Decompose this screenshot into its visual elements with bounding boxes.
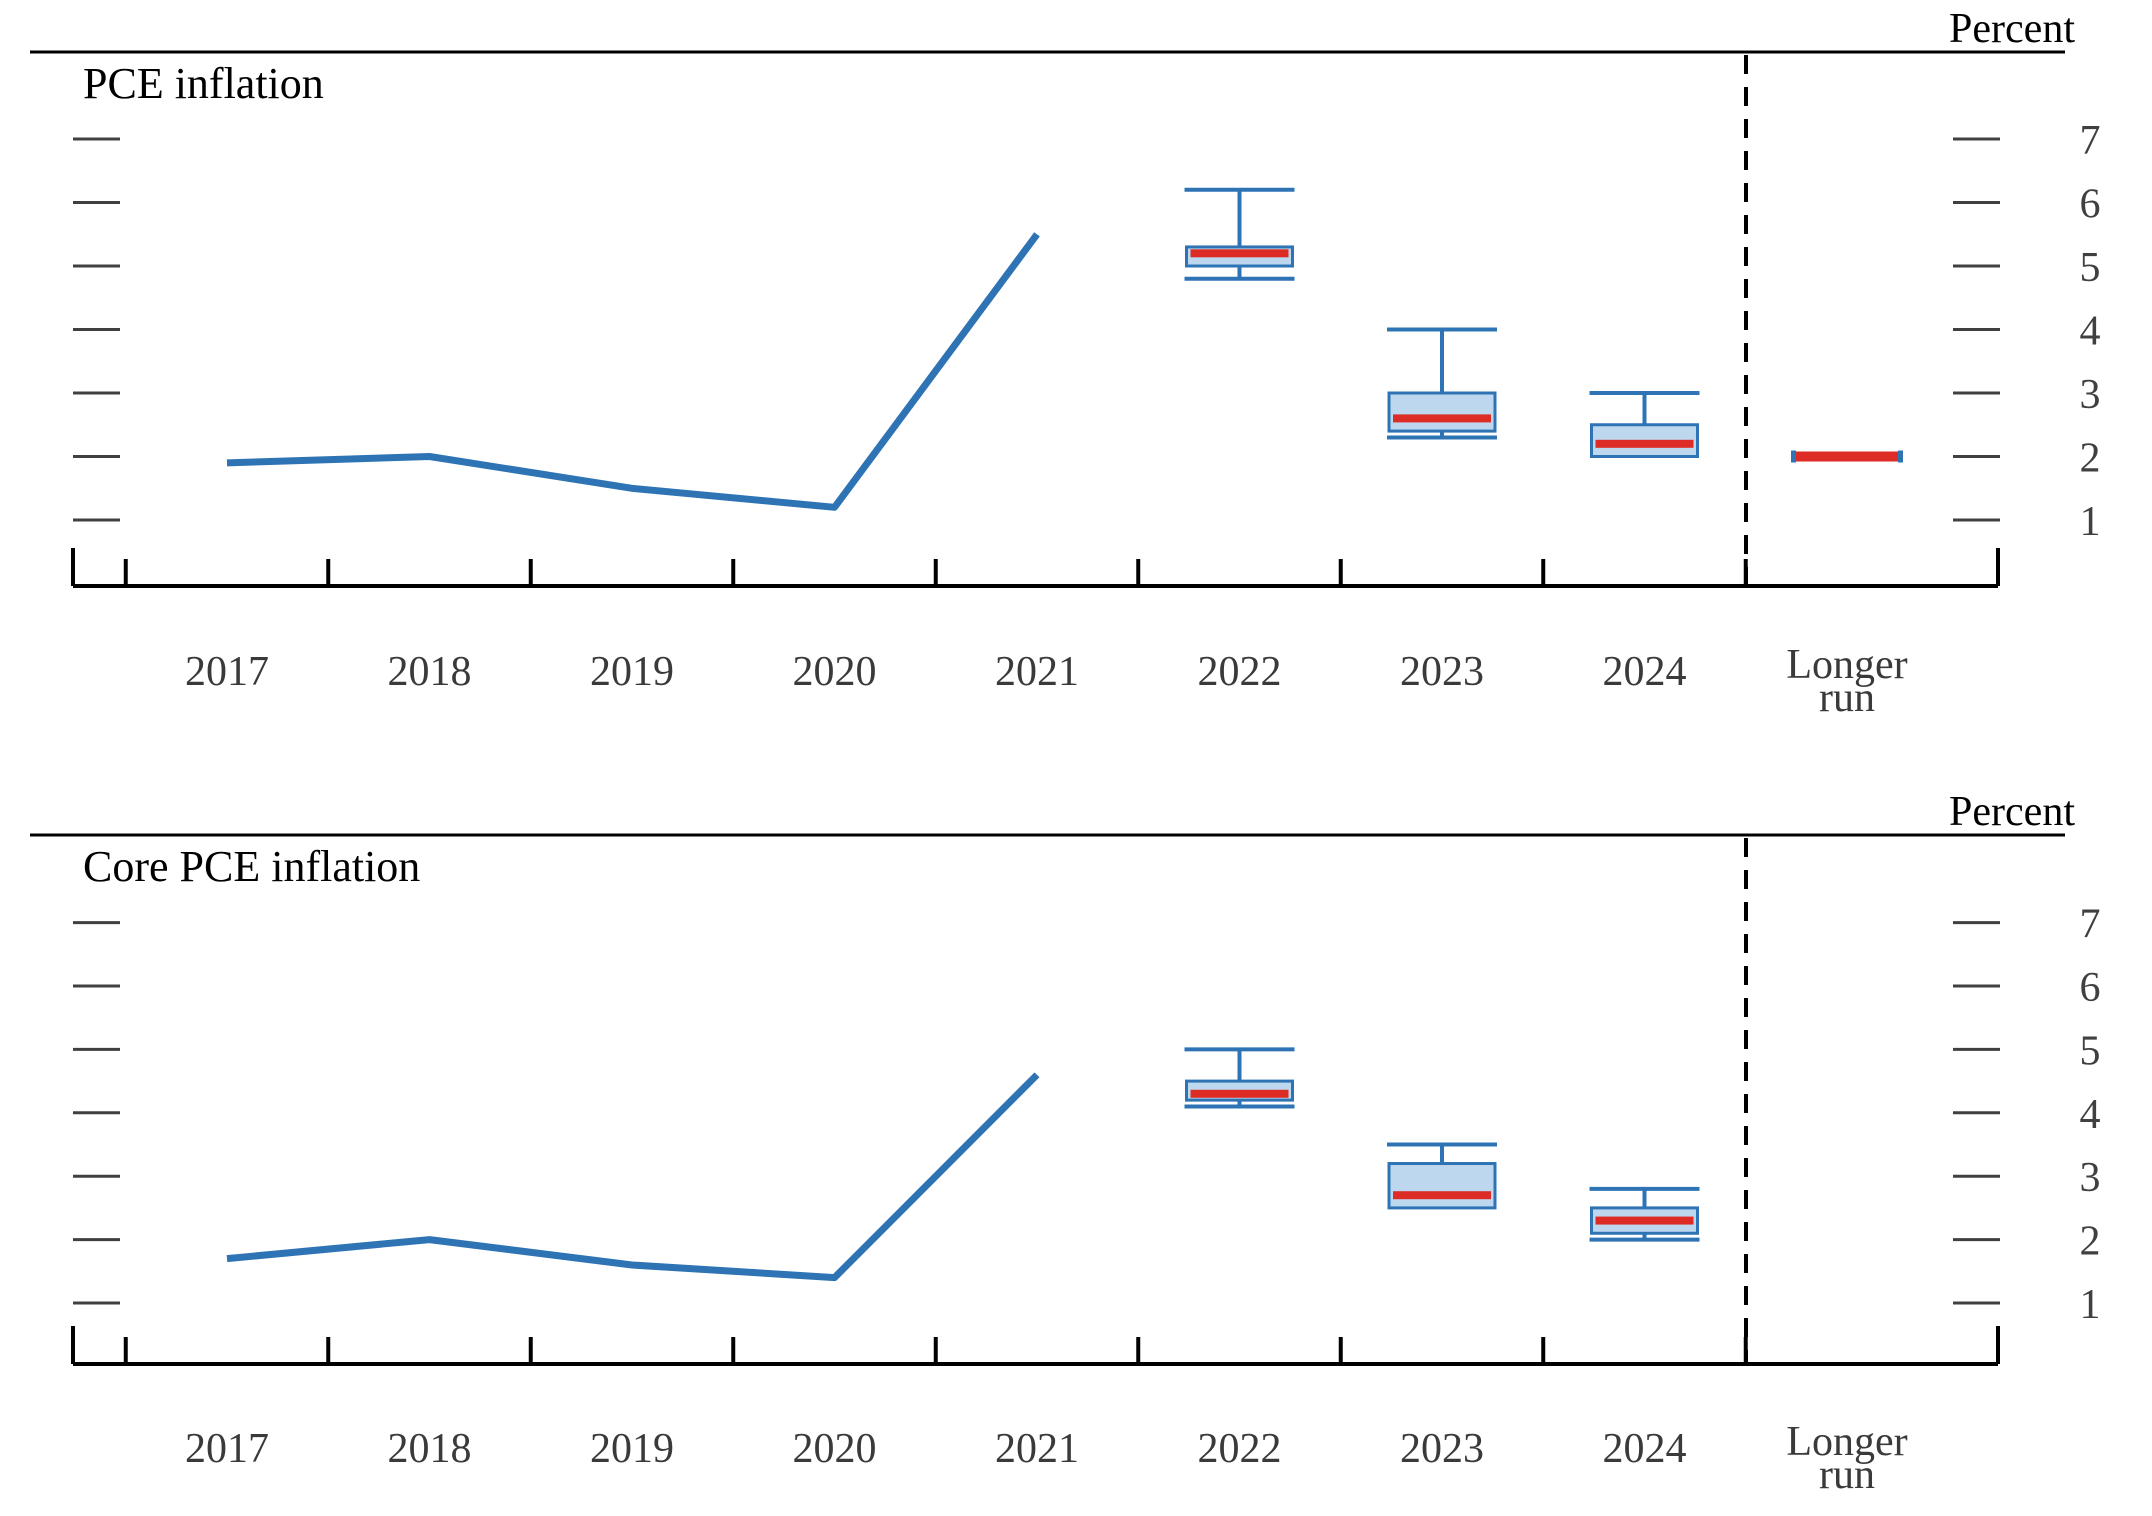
longer-run-median-bar bbox=[1796, 451, 1898, 462]
median-bar bbox=[1393, 1191, 1491, 1200]
core-pce-inflation-chart-title: Core PCE inflation bbox=[83, 842, 421, 891]
projection-box-2024 bbox=[1589, 1186, 1700, 1242]
median-bar bbox=[1190, 1089, 1289, 1098]
core-pce-inflation-panel: 7 6 5 4 3 2 1 2017 2018 2019 2020 2021 2022 2023 2024 L… bbox=[30, 833, 2101, 1498]
right-axis-tick-label: 5 bbox=[2080, 1028, 2101, 1074]
right-axis-tick-label: 2 bbox=[2080, 436, 2101, 482]
central-tendency-box bbox=[1387, 391, 1497, 433]
category-label-year: 2022 bbox=[1198, 649, 1282, 695]
right-axis-tick-label: 6 bbox=[2080, 182, 2101, 228]
right-axis-tick-label: 2 bbox=[2080, 1219, 2101, 1265]
category-label-year: 2021 bbox=[995, 649, 1079, 695]
median-bar bbox=[1190, 249, 1289, 258]
central-tendency-box bbox=[1387, 1162, 1497, 1210]
right-axis-tick-label: 5 bbox=[2080, 245, 2101, 291]
category-label-year: 2018 bbox=[388, 1426, 472, 1472]
history-line bbox=[226, 1072, 1040, 1282]
right-axis-tick-label: 3 bbox=[2080, 372, 2101, 418]
right-axis-tick-label: 6 bbox=[2080, 965, 2101, 1011]
pce-inflation-panel: 7 6 5 4 3 2 1 2017 2018 2019 2020 2021 2022 2023 2024 L… bbox=[30, 50, 2101, 721]
category-label-longer-run: run bbox=[1819, 675, 1875, 721]
longer-run-median bbox=[1791, 450, 1903, 463]
category-label-year: 2020 bbox=[793, 1426, 877, 1472]
category-label-longer-run: Longer bbox=[1786, 1419, 1907, 1465]
projection-box-2024 bbox=[1589, 391, 1700, 458]
projection-box-2023 bbox=[1387, 1142, 1497, 1210]
right-axis-tick-label: 1 bbox=[2080, 499, 2101, 545]
category-label-year: 2024 bbox=[1603, 649, 1687, 695]
projection-box-2022 bbox=[1184, 187, 1295, 281]
right-axis-tick-label: 3 bbox=[2080, 1155, 2101, 1201]
category-label-year: 2022 bbox=[1198, 1426, 1282, 1472]
median-bar bbox=[1393, 414, 1491, 423]
category-label-year: 2019 bbox=[590, 649, 674, 695]
percent-axis-label-top: Percent bbox=[1949, 6, 2075, 52]
category-label-year: 2020 bbox=[793, 649, 877, 695]
projection-box-2023 bbox=[1387, 327, 1497, 440]
projection-box-2022 bbox=[1184, 1047, 1295, 1109]
category-label-year: 2024 bbox=[1603, 1426, 1687, 1472]
category-label-year: 2023 bbox=[1400, 1426, 1484, 1472]
pce-inflation-chart-title: PCE inflation bbox=[83, 59, 324, 108]
median-bar bbox=[1595, 439, 1694, 448]
category-label-year: 2017 bbox=[185, 1426, 269, 1472]
history-line bbox=[226, 232, 1040, 511]
right-axis-tick-label: 7 bbox=[2080, 118, 2101, 164]
longer-run-end-cap bbox=[1791, 450, 1796, 463]
longer-run-end-cap bbox=[1898, 450, 1903, 463]
right-axis-tick-label: 4 bbox=[2080, 1092, 2101, 1138]
category-label-year: 2023 bbox=[1400, 649, 1484, 695]
right-axis-tick-label: 1 bbox=[2080, 1282, 2101, 1328]
category-label-year: 2021 bbox=[995, 1426, 1079, 1472]
category-label-longer-run: Longer bbox=[1786, 642, 1907, 688]
category-label-longer-run: run bbox=[1819, 1452, 1875, 1498]
right-axis-tick-label: 4 bbox=[2080, 309, 2101, 355]
right-axis-tick-label: 7 bbox=[2080, 902, 2101, 948]
category-label-year: 2019 bbox=[590, 1426, 674, 1472]
category-label-year: 2018 bbox=[388, 649, 472, 695]
percent-axis-label-bottom: Percent bbox=[1949, 789, 2075, 835]
category-label-year: 2017 bbox=[185, 649, 269, 695]
median-bar bbox=[1595, 1216, 1694, 1225]
